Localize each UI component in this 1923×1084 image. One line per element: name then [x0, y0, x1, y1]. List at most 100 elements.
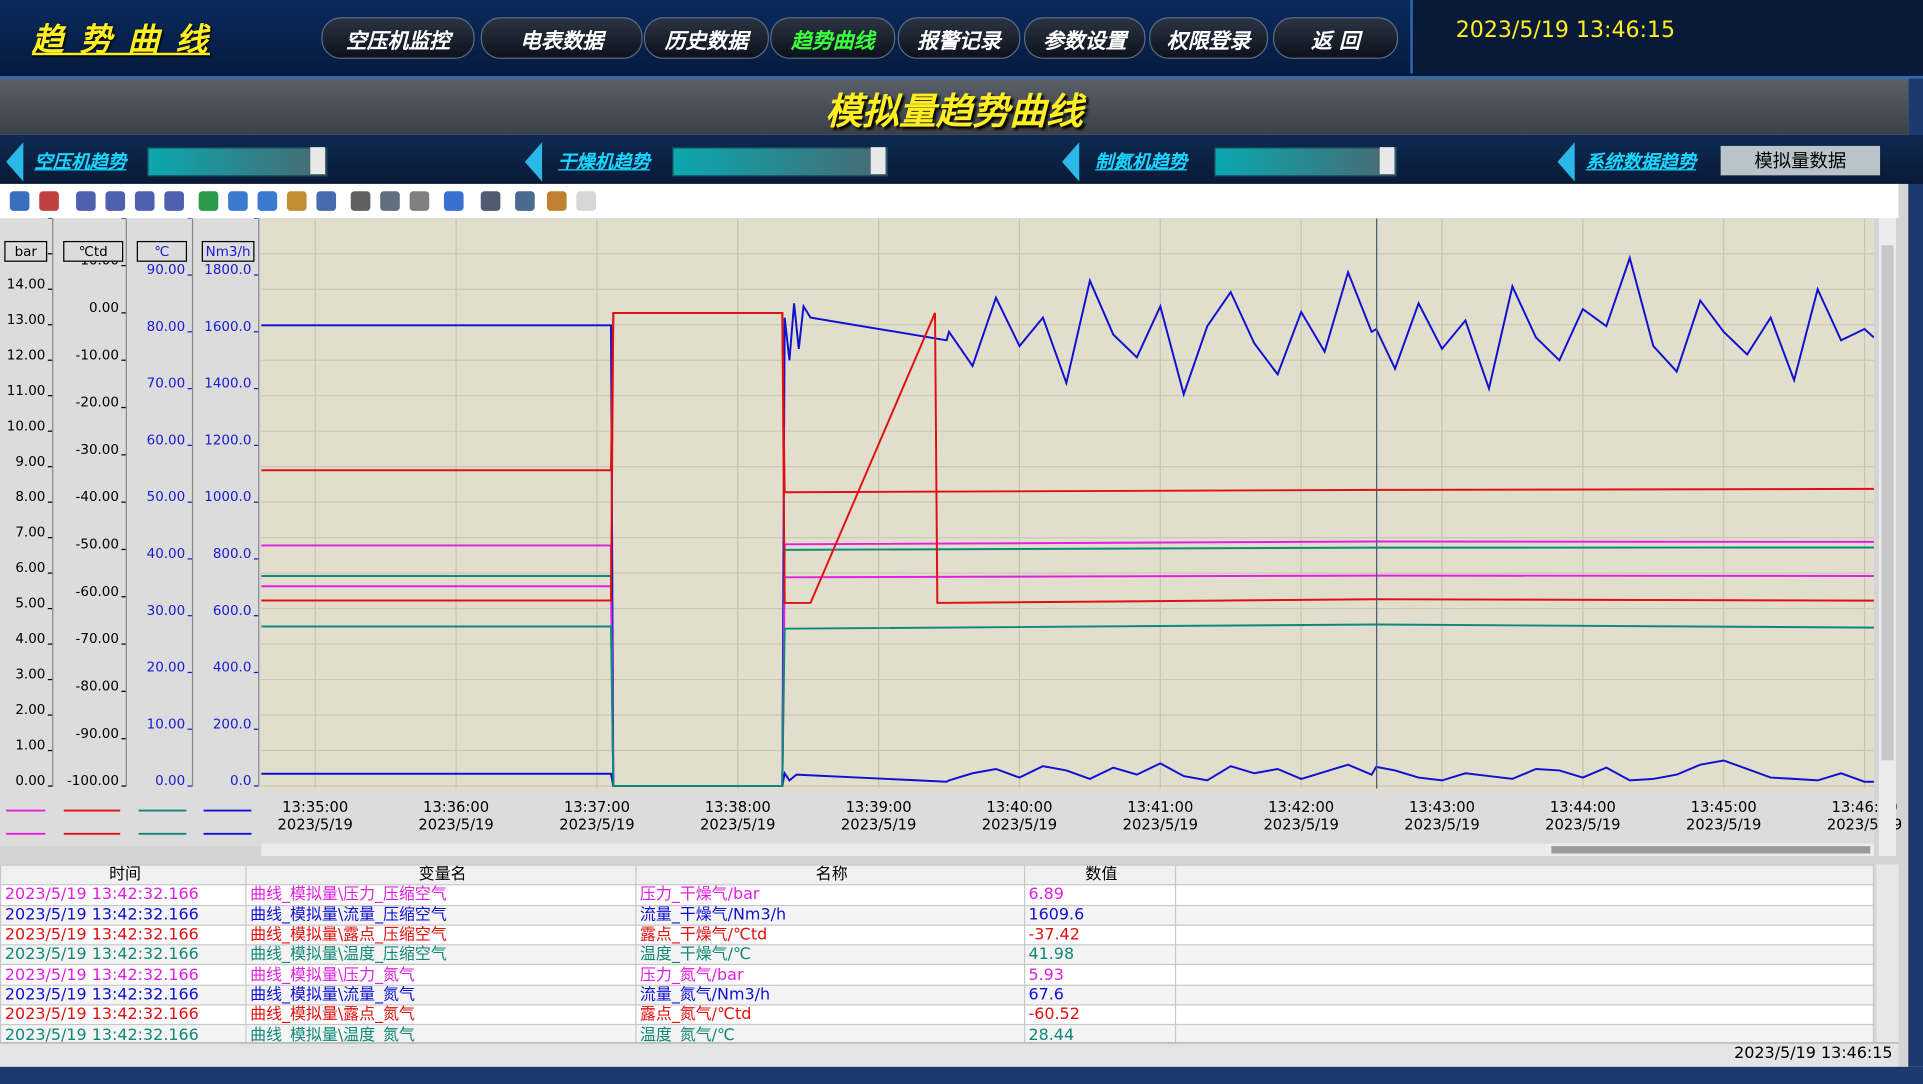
slider-knob[interactable] [870, 147, 886, 175]
h-scrollbar [261, 843, 1874, 856]
x-tick-date: 2023/5/19 [1404, 816, 1479, 833]
y-tick-label: 5.00 [15, 596, 45, 612]
data-select[interactable]: 模拟量数据 [1720, 145, 1881, 176]
cell: 压力_干燥气/bar [635, 884, 1025, 906]
cell: 2023/5/19 13:42:32.166 [0, 1004, 247, 1026]
data-table: 时间 变量名 名称 数值 2023/5/19 13:42:32.166 曲线_模拟量\压力… [0, 864, 1874, 1043]
cell: -60.52 [1023, 1004, 1176, 1026]
column-header[interactable]: 名称 [635, 864, 1025, 886]
nav-button[interactable]: 参数设置 [1024, 17, 1146, 59]
toolbar-icon[interactable] [546, 191, 567, 211]
slider-knob[interactable] [310, 147, 325, 175]
y-tick-label: 1800.0 [204, 262, 251, 278]
nav-button[interactable]: 返 回 [1273, 17, 1399, 59]
column-header[interactable]: 时间 [0, 864, 247, 886]
y-tick-label: 400.0 [213, 660, 252, 676]
column-header[interactable]: 变量名 [245, 864, 637, 886]
datetime: 2023/5/19 13:46:15 [1455, 17, 1676, 43]
table-row[interactable]: 2023/5/19 13:42:32.166 曲线_模拟量\露点_氮气 露点_氮气/… [0, 1004, 1874, 1026]
cell: 2023/5/19 13:42:32.166 [0, 944, 247, 966]
table-row[interactable]: 2023/5/19 13:42:32.166 曲线_模拟量\温度_压缩空气 温度_干… [0, 944, 1874, 966]
y-tick-label: 11.00 [7, 383, 46, 399]
y-tick-label: -100.00 [67, 773, 119, 789]
tab-arrow[interactable] [6, 142, 24, 182]
table: 时间 变量名 名称 数值 2023/5/19 13:42:32.166 曲线_模拟量\压力… [0, 864, 1874, 1043]
cell: 曲线_模拟量\露点_压缩空气 [245, 924, 637, 946]
datetime-panel [1410, 0, 1923, 74]
x-tick-label: 13:40:00 [986, 799, 1052, 816]
y-tick-label: -70.00 [76, 631, 119, 647]
x-tick-label: 13:41:00 [1127, 799, 1193, 816]
table-scrollbar[interactable] [1876, 864, 1899, 1043]
table-row[interactable]: 2023/5/19 13:42:32.166 曲线_模拟量\流量_氮气 流量_氮气/… [0, 984, 1874, 1006]
toolbar-icon[interactable] [39, 191, 59, 211]
toolbar-icon[interactable] [76, 191, 96, 211]
y-tick-label: 0.00 [155, 773, 185, 789]
slider-knob[interactable] [1379, 147, 1395, 175]
toolbar-icon[interactable] [350, 191, 371, 211]
toolbar-icon[interactable] [515, 191, 535, 211]
table-row[interactable]: 2023/5/19 13:42:32.166 曲线_模拟量\压力_压缩空气 压力_干… [0, 884, 1874, 906]
y-tick-label: 9.00 [15, 454, 45, 470]
y-tick-label: -40.00 [76, 489, 119, 505]
tab-arrow[interactable] [1557, 142, 1575, 182]
tab-arrow[interactable] [1062, 142, 1080, 182]
toolbar-icon[interactable] [257, 191, 278, 211]
toolbar-icon[interactable] [198, 191, 219, 211]
cell: 曲线_模拟量\压力_压缩空气 [245, 884, 637, 906]
toolbar-icon[interactable] [443, 191, 464, 211]
toolbar-icon[interactable] [164, 191, 184, 211]
y-tick-label: 10.00 [147, 716, 186, 732]
cell: 温度_干燥气/℃ [635, 944, 1025, 966]
nav-button[interactable]: 趋势曲线 [770, 17, 896, 59]
y-tick-label: -30.00 [76, 442, 119, 458]
y-tick-label: 7.00 [15, 525, 45, 541]
y-tick-label: 1600.0 [204, 319, 251, 335]
table-row[interactable]: 2023/5/19 13:42:32.166 曲线_模拟量\露点_压缩空气 露点_干… [0, 924, 1874, 946]
toolbar-icon[interactable] [286, 191, 307, 211]
tab-label[interactable]: 空压机趋势 [34, 150, 127, 173]
tab-label[interactable]: 系统数据趋势 [1585, 150, 1697, 173]
y-tick-label: 1.00 [15, 738, 45, 754]
cell: 露点_干燥气/℃td [635, 924, 1025, 946]
toolbar-icon[interactable] [380, 191, 400, 211]
x-tick-date: 2023/5/19 [1545, 816, 1620, 833]
tab-slider[interactable] [147, 147, 328, 177]
toolbar-icon[interactable] [9, 191, 30, 211]
table-row[interactable]: 2023/5/19 13:42:32.166 曲线_模拟量\压力_氮气 压力_氮气/… [0, 964, 1874, 986]
toolbar-icon[interactable] [316, 191, 337, 211]
toolbar-icon[interactable] [409, 191, 430, 211]
unit-box [63, 240, 124, 262]
nav-button[interactable]: 权限登录 [1149, 17, 1269, 59]
column-header[interactable]: 数值 [1023, 864, 1176, 886]
tab-slider[interactable] [672, 147, 888, 177]
page-title: 模拟量趋势曲线 [825, 90, 1083, 134]
toolbar-icon[interactable] [228, 191, 248, 211]
tab-arrow[interactable] [524, 142, 543, 182]
toolbar-icon[interactable] [134, 191, 155, 211]
scroll-thumb [1881, 245, 1894, 761]
nav-button[interactable]: 报警记录 [897, 17, 1021, 59]
table-row[interactable]: 2023/5/19 13:42:32.166 曲线_模拟量\温度_氮气 温度_氮气/… [0, 1024, 1874, 1043]
y-tick-label: 40.00 [147, 546, 186, 562]
toolbar-icon[interactable] [105, 191, 126, 211]
nav-button[interactable]: 空压机监控 [321, 17, 475, 59]
y-tick-label: 1200.0 [204, 432, 251, 448]
y-tick-label: 50.00 [147, 489, 186, 505]
tab-slider[interactable] [1214, 147, 1397, 177]
toolbar-icon[interactable] [480, 191, 501, 211]
cell: 曲线_模拟量\温度_氮气 [245, 1024, 637, 1043]
nav-button[interactable]: 历史数据 [643, 17, 769, 59]
x-tick-date: 2023/5/19 [841, 816, 916, 833]
table-row[interactable]: 2023/5/19 13:42:32.166 曲线_模拟量\流量_压缩空气 流量_干… [0, 904, 1874, 926]
tab-label[interactable]: 制氮机趋势 [1095, 150, 1188, 173]
axis-unit: ℃td [79, 244, 108, 260]
cell [1174, 1004, 1874, 1026]
cell: 2023/5/19 13:42:32.166 [0, 984, 247, 1006]
nav-button[interactable]: 电表数据 [480, 17, 643, 59]
toolbar-icon[interactable] [576, 191, 597, 211]
screen-title: 趋 势 曲 线 [31, 22, 210, 59]
tab-label[interactable]: 干燥机趋势 [558, 150, 651, 173]
cell [1174, 944, 1874, 966]
x-tick-date: 2023/5/19 [700, 816, 775, 833]
